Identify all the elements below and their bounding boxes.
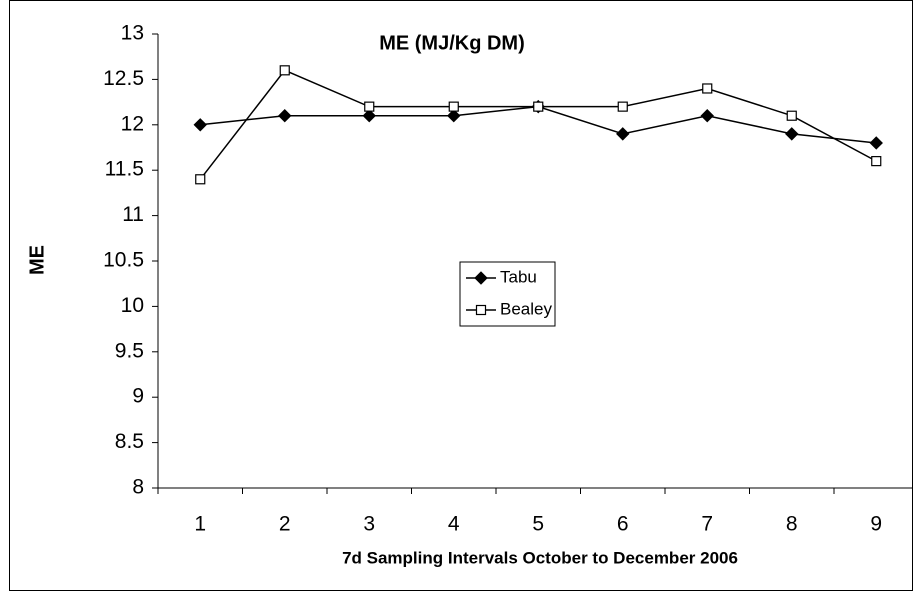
series-line xyxy=(199,69,877,180)
y-tick-label: 11.5 xyxy=(105,158,144,181)
data-point xyxy=(786,110,797,121)
x-tick-label: 6 xyxy=(617,513,629,536)
data-point xyxy=(616,127,630,141)
y-axis-label: ME xyxy=(26,245,48,275)
data-point xyxy=(869,136,883,150)
legend-label: Tabu xyxy=(500,267,537,286)
data-point xyxy=(700,109,714,123)
x-tick-label: 7 xyxy=(701,513,713,536)
x-tick-label: 9 xyxy=(870,513,882,536)
y-tick-label: 9 xyxy=(132,385,144,408)
data-point xyxy=(362,109,376,123)
data-point xyxy=(364,101,375,112)
data-point xyxy=(785,127,799,141)
chart-title: ME (MJ/Kg DM) xyxy=(379,32,525,54)
y-tick-label: 13 xyxy=(121,22,144,45)
legend-label: Bealey xyxy=(500,299,552,318)
y-tick-label: 12 xyxy=(121,112,144,135)
data-point xyxy=(193,118,207,132)
y-tick-label: 8 xyxy=(132,476,144,499)
y-tick-label: 12.5 xyxy=(103,67,144,90)
x-tick-label: 2 xyxy=(279,513,291,536)
x-tick-label: 3 xyxy=(363,513,375,536)
legend-marker xyxy=(475,304,487,316)
x-tick-label: 5 xyxy=(532,513,544,536)
data-point xyxy=(533,101,544,112)
x-tick-label: 4 xyxy=(448,513,460,536)
data-point xyxy=(278,109,292,123)
data-point xyxy=(617,101,628,112)
x-tick-label: 8 xyxy=(786,513,798,536)
y-tick-label: 10 xyxy=(121,294,144,317)
y-tick-label: 10.5 xyxy=(103,249,144,272)
data-point xyxy=(448,101,459,112)
data-point xyxy=(195,174,206,185)
legend-marker xyxy=(474,271,488,285)
x-axis-label: 7d Sampling Intervals October to Decembe… xyxy=(342,548,738,567)
legend-box xyxy=(459,261,556,327)
data-point xyxy=(279,65,290,76)
x-tick-label: 1 xyxy=(194,513,206,536)
y-tick-label: 8.5 xyxy=(115,430,144,453)
y-tick-label: 11 xyxy=(122,203,144,226)
y-tick-label: 9.5 xyxy=(115,339,144,362)
data-point xyxy=(447,109,461,123)
data-point xyxy=(871,156,882,167)
data-point xyxy=(702,83,713,94)
